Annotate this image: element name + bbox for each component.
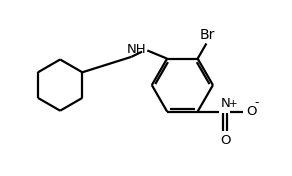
Text: -: - [254,96,259,109]
Text: +: + [229,99,238,109]
Text: N: N [220,97,230,110]
Text: O: O [246,105,257,118]
Text: NH: NH [126,43,146,56]
Text: Br: Br [199,28,215,42]
Text: O: O [220,134,231,147]
